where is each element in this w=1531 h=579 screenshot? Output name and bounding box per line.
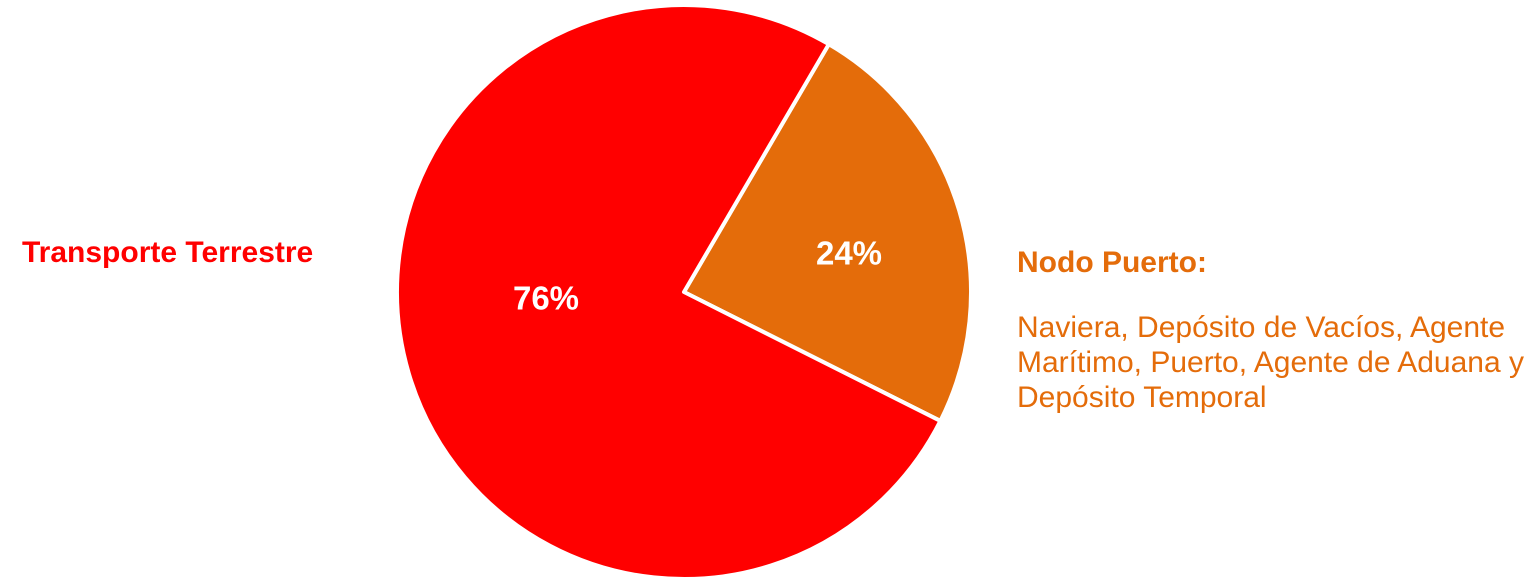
data-label-nodo-puerto: 24% [816, 235, 882, 272]
pie-slice-labels: 24% 76% [513, 235, 882, 317]
pie-slices [395, 3, 973, 579]
pie-slice-transporte-terrestre [395, 3, 943, 579]
label-nodo-puerto-block: Nodo Puerto: Naviera, Depósito de Vacíos… [1017, 246, 1527, 415]
label-nodo-puerto-title: Nodo Puerto: [1017, 246, 1207, 279]
data-label-transporte-terrestre: 76% [513, 280, 579, 317]
label-nodo-puerto-description: Naviera, Depósito de Vacíos, Agente Marí… [1017, 311, 1524, 414]
label-transporte-terrestre: Transporte Terrestre [22, 236, 314, 269]
